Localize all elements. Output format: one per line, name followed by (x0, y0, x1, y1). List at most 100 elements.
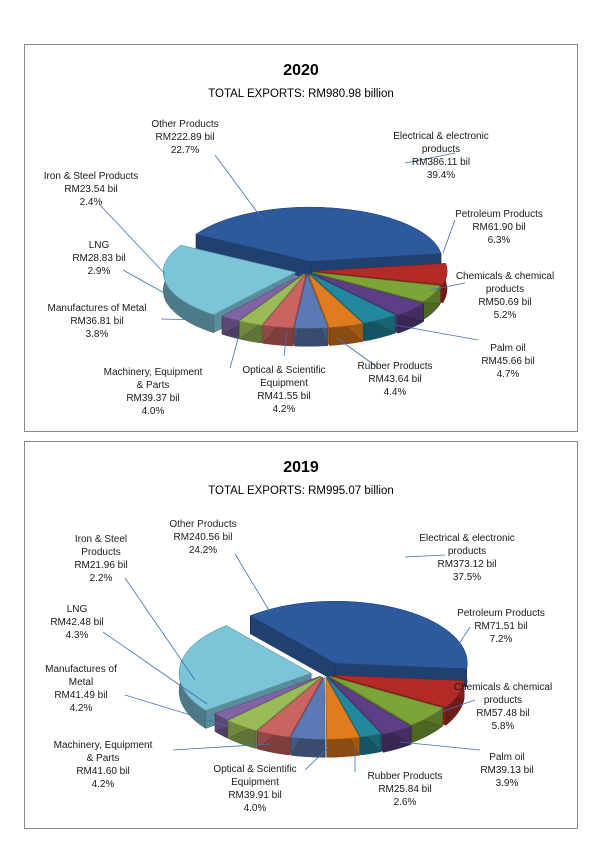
label-line: products (484, 695, 522, 706)
label-line: 2.9% (88, 266, 111, 277)
slice-label-text: Electrical & electronic products RM386.11 … (393, 131, 489, 181)
label-line: products (422, 144, 460, 155)
slice-label-text: Palm oil RM45.66 bil 4.7% (481, 343, 534, 380)
pie-slice-machinery-equipment-and-parts (290, 676, 326, 758)
label-line: & Parts (87, 753, 120, 764)
pie-slice-machinery-equipment-and-parts (294, 273, 329, 347)
label-line: Palm oil (490, 343, 526, 354)
leader-line (404, 554, 446, 558)
slice-label-chemicals-and-chemical-products: Chemicals & chemical products RM57.48 bil 5… (434, 682, 552, 732)
slice-label-text: Manufactures of Metal RM41.49 bil 4.2% (45, 664, 117, 714)
label-line: Products (81, 547, 120, 558)
label-line: RM61.90 bil (472, 222, 525, 233)
slice-label-other-products: Other Products RM222.89 bil 22.7% (151, 119, 264, 221)
slice-label-text: Iron & Steel Products RM21.96 bil 2.2% (74, 534, 127, 584)
label-line: RM43.64 bil (368, 374, 421, 385)
slice-label-petroleum-products: Petroleum Products RM61.90 bil 6.3% (442, 209, 543, 254)
label-line: 4.2% (273, 404, 296, 415)
slice-label-optical-and-scientific-equipment: Optical & Scientific Equipment RM39.91 bil… (213, 746, 330, 814)
label-line: Other Products (169, 519, 236, 530)
label-line: 7.2% (490, 634, 513, 645)
slice-labels: Electrical & electronic products RM386.11 … (44, 119, 554, 417)
slice-label-chemicals-and-chemical-products: Chemicals & chemical products RM50.69 bil 5… (429, 271, 554, 321)
chart-title: 2020 (283, 62, 319, 79)
slice-label-text: Petroleum Products RM61.90 bil 6.3% (455, 209, 543, 246)
label-line: RM23.54 bil (64, 184, 117, 195)
pie-slice-optical-and-scientific-equipment (325, 676, 361, 758)
chart-panel-2020: 2020 TOTAL EXPORTS: RM980.98 billion Ele… (24, 44, 578, 432)
label-line: Chemicals & chemical (456, 271, 554, 282)
slice-label-text: Iron & Steel Products RM23.54 bil 2.4% (44, 171, 139, 208)
slice-label-text: Palm oil RM39.13 bil 3.9% (480, 752, 533, 789)
label-line: RM39.37 bil (126, 393, 179, 404)
label-line: Rubber Products (357, 361, 432, 372)
chart-title: 2019 (283, 459, 319, 476)
slice-label-text: Optical & Scientific Equipment RM41.55 bil… (242, 365, 325, 415)
label-line: RM25.84 bil (378, 784, 431, 795)
label-line: 2.2% (90, 573, 113, 584)
pie-slices (178, 600, 468, 758)
leader-line (234, 553, 271, 613)
leader-line (442, 219, 456, 254)
pie-chart-2019: 2019 TOTAL EXPORTS: RM995.07 billion Ele… (45, 459, 552, 814)
label-line: Palm oil (489, 752, 525, 763)
label-line: RM41.60 bil (76, 766, 129, 777)
slice-label-manufactures-of-metal: Manufactures of Metal RM36.81 bil 3.8% (48, 303, 204, 340)
label-line: & Parts (137, 380, 170, 391)
leader-line (122, 269, 176, 300)
label-line: RM41.49 bil (54, 690, 107, 701)
label-line: 24.2% (189, 545, 217, 556)
label-line: Optical & Scientific (213, 764, 296, 775)
leader-line (394, 324, 479, 341)
leader-line (336, 337, 378, 368)
label-line: 39.4% (427, 170, 455, 181)
label-line: Rubber Products (367, 771, 442, 782)
slice-label-other-products: Other Products RM240.56 bil 24.2% (169, 519, 271, 613)
label-line: Chemicals & chemical (454, 682, 552, 693)
slice-labels: Electrical & electronic products RM373.12 … (45, 519, 552, 814)
label-line: Electrical & electronic (393, 131, 489, 142)
label-line: RM57.48 bil (476, 708, 529, 719)
label-line: Metal (69, 677, 93, 688)
slice-label-text: LNG RM42.48 bil 4.3% (50, 604, 103, 641)
label-line: Equipment (231, 777, 279, 788)
slice-label-optical-and-scientific-equipment: Optical & Scientific Equipment RM41.55 bil… (242, 330, 326, 415)
leader-line (399, 741, 481, 751)
label-line: RM41.55 bil (257, 391, 310, 402)
leader-line (102, 631, 208, 705)
pie-slices (162, 206, 448, 347)
label-line: Machinery, Equipment (104, 367, 203, 378)
label-line: 4.0% (244, 803, 267, 814)
label-line: Iron & Steel Products (44, 171, 139, 182)
slice-label-electrical-and-electronic-products: Electrical & electronic products RM386.11 … (393, 131, 489, 181)
label-line: RM50.69 bil (478, 297, 531, 308)
label-line: RM373.12 bil (438, 559, 497, 570)
label-line: 4.7% (497, 369, 520, 380)
label-line: 4.0% (142, 406, 165, 417)
label-line: Electrical & electronic (419, 533, 515, 544)
label-line: Optical & Scientific (242, 365, 325, 376)
slice-label-text: Rubber Products RM43.64 bil 4.4% (357, 361, 432, 398)
leader-line (99, 204, 166, 275)
label-line: LNG (89, 240, 110, 251)
label-line: RM45.66 bil (481, 356, 534, 367)
label-line: 3.9% (496, 778, 519, 789)
slice-label-manufactures-of-metal: Manufactures of Metal RM41.49 bil 4.2% (45, 664, 231, 728)
slice-label-text: Electrical & electronic products RM373.12 … (419, 533, 515, 583)
label-line: RM240.56 bil (174, 532, 233, 543)
slice-label-text: LNG RM28.83 bil 2.9% (72, 240, 125, 277)
leader-line (304, 746, 330, 771)
slice-label-text: Rubber Products RM25.84 bil 2.6% (367, 771, 442, 808)
slice-label-text: Manufactures of Metal RM36.81 bil 3.8% (48, 303, 147, 340)
label-line: Other Products (151, 119, 218, 130)
label-line: 4.3% (66, 630, 89, 641)
label-line: RM222.89 bil (156, 132, 215, 143)
leader-line (214, 154, 264, 221)
slice-label-text: Chemicals & chemical products RM57.48 bil 5… (454, 682, 552, 732)
label-line: 4.2% (70, 703, 93, 714)
slice-label-rubber-products: Rubber Products RM43.64 bil 4.4% (336, 337, 433, 398)
slice-label-machinery-equipment-and-parts: Machinery, Equipment & Parts RM41.60 bil 4.… (54, 740, 271, 790)
slice-label-text: Machinery, Equipment & Parts RM39.37 bil 4.… (104, 367, 203, 417)
label-line: 22.7% (171, 145, 199, 156)
slice-label-machinery-equipment-and-parts: Machinery, Equipment & Parts RM39.37 bil 4.… (104, 334, 240, 417)
